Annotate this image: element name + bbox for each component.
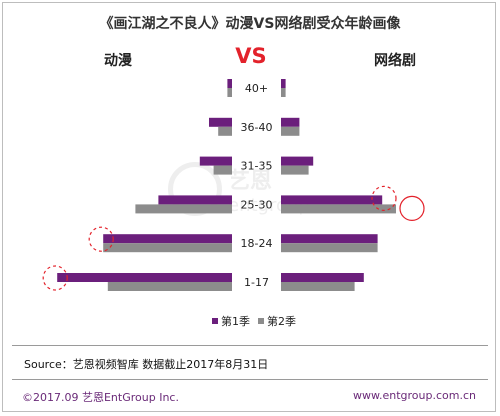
- bar-anime-s2-1-17: [107, 282, 232, 291]
- bar-webdrama-s1-25-30: [281, 195, 383, 205]
- bar-anime-s1-25-30: [158, 195, 232, 205]
- bar-anime-s2-36-40: [218, 126, 232, 136]
- highlight-circle-3: [399, 195, 425, 221]
- bar-anime-s1-1-17: [57, 273, 233, 282]
- vs-label: VS: [235, 44, 267, 68]
- category-label-36-40: 36-40: [241, 121, 273, 134]
- bar-webdrama-s1-1-17: [281, 273, 364, 282]
- bar-anime-s1-18-24: [103, 234, 232, 244]
- chart-frame: [2, 2, 496, 412]
- bar-webdrama-s2-1-17: [281, 282, 355, 291]
- bar-webdrama-s1-40+: [281, 79, 286, 88]
- bar-webdrama-s2-31-35: [281, 165, 309, 175]
- bar-anime-s1-36-40: [209, 117, 232, 127]
- category-label-40+: 40+: [245, 82, 268, 95]
- highlight-circle-2: [371, 185, 397, 211]
- bar-webdrama-s2-36-40: [281, 126, 300, 136]
- left-group-header: 动漫: [104, 53, 132, 69]
- category-label-18-24: 18-24: [241, 237, 273, 250]
- bar-webdrama-s2-40+: [281, 88, 286, 97]
- bar-anime-s1-40+: [227, 79, 232, 88]
- source-divider-bottom: [12, 379, 488, 380]
- legend: 第1季 第2季: [212, 313, 296, 329]
- category-label-1-17: 1-17: [244, 276, 269, 289]
- highlight-circle-1: [42, 265, 68, 291]
- bar-anime-s2-25-30: [135, 204, 232, 214]
- entgroup-logo-icon: [168, 162, 222, 216]
- right-group-header: 网络剧: [374, 53, 416, 69]
- legend-swatch-season2: [258, 318, 264, 324]
- footer-website: www.entgroup.com.cn: [353, 389, 476, 402]
- watermark-cn: 艺恩: [228, 168, 273, 194]
- bar-webdrama-s1-31-35: [281, 156, 314, 166]
- bar-anime-s2-18-24: [103, 243, 232, 253]
- category-label-31-35: 31-35: [241, 160, 273, 173]
- bar-anime-s1-31-35: [199, 156, 232, 166]
- legend-swatch-season1: [212, 318, 218, 324]
- legend-label-season2: 第2季: [267, 315, 296, 328]
- bar-anime-s2-31-35: [213, 165, 232, 175]
- bar-webdrama-s2-18-24: [281, 243, 378, 253]
- entgroup-watermark: 艺恩 entgroup: [168, 162, 310, 216]
- highlight-circle-0: [88, 226, 114, 252]
- legend-label-season1: 第1季: [221, 315, 250, 328]
- legend-item-season2: 第2季: [258, 313, 296, 329]
- footer-copyright: ©2017.09 艺恩EntGroup Inc.: [22, 391, 179, 404]
- chart-title: 《画江湖之不良人》动漫VS网络剧受众年龄画像: [99, 16, 401, 32]
- bar-webdrama-s1-18-24: [281, 234, 378, 244]
- bar-anime-s2-40+: [227, 88, 232, 97]
- legend-item-season1: 第1季: [212, 313, 250, 329]
- bar-webdrama-s1-36-40: [281, 117, 300, 127]
- bar-webdrama-s2-25-30: [281, 204, 396, 214]
- source-note: Source：艺恩视频智库 数据截止2017年8月31日: [24, 358, 269, 371]
- category-label-25-30: 25-30: [241, 198, 273, 211]
- source-divider-top: [12, 345, 488, 346]
